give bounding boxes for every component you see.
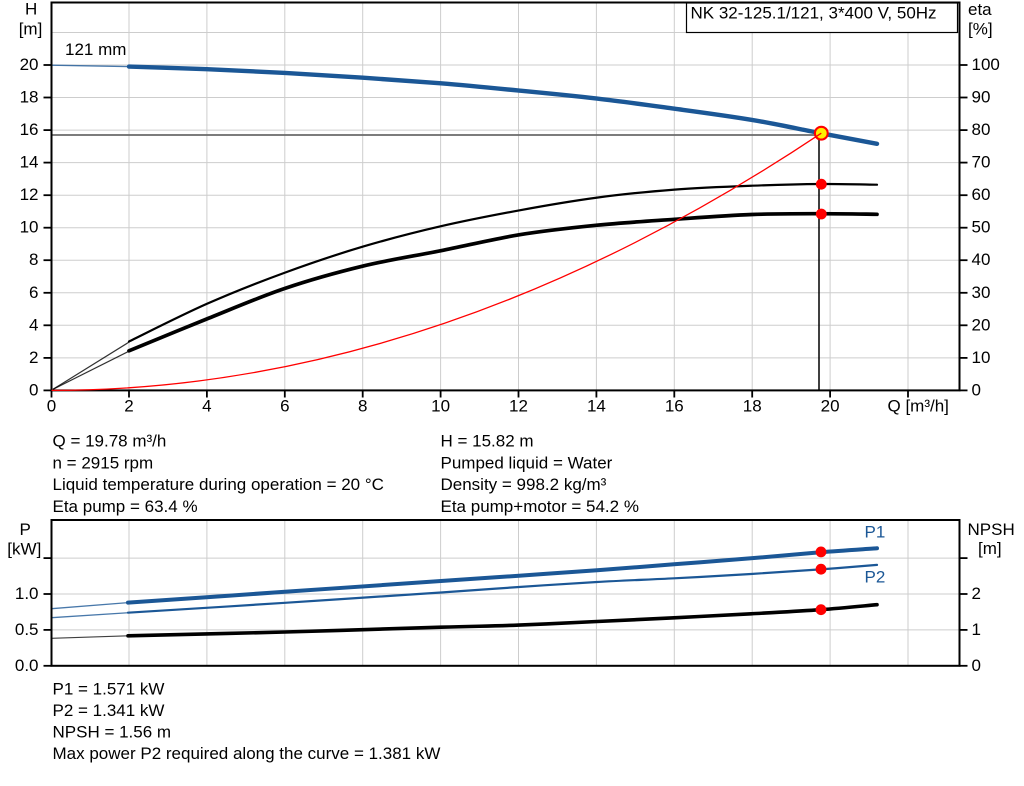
svg-text:H: H: [25, 0, 37, 18]
svg-text:NPSH: NPSH: [968, 520, 1015, 539]
svg-text:[m]: [m]: [978, 539, 1002, 558]
svg-text:Liquid temperature during oper: Liquid temperature during operation = 20…: [53, 475, 384, 494]
svg-text:NPSH = 1.56 m: NPSH = 1.56 m: [53, 723, 172, 742]
svg-text:P1: P1: [865, 522, 886, 541]
svg-text:12: 12: [509, 397, 528, 416]
svg-text:14: 14: [20, 153, 39, 172]
svg-text:0: 0: [29, 380, 38, 399]
svg-text:20: 20: [821, 397, 840, 416]
svg-text:20: 20: [20, 55, 39, 74]
svg-text:n = 2915 rpm: n = 2915 rpm: [53, 453, 154, 472]
svg-text:16: 16: [665, 397, 684, 416]
svg-text:18: 18: [20, 88, 39, 107]
svg-text:90: 90: [972, 88, 991, 107]
svg-text:4: 4: [202, 397, 211, 416]
svg-text:P2: P2: [865, 567, 886, 586]
svg-text:18: 18: [743, 397, 762, 416]
svg-text:12: 12: [20, 185, 39, 204]
svg-text:Max power P2 required along th: Max power P2 required along the curve = …: [53, 744, 441, 763]
svg-text:121 mm: 121 mm: [65, 40, 126, 59]
svg-text:Q [m³/h]: Q [m³/h]: [888, 397, 949, 416]
svg-text:20: 20: [972, 315, 991, 334]
svg-text:1.0: 1.0: [15, 584, 39, 603]
svg-text:16: 16: [20, 120, 39, 139]
svg-text:70: 70: [972, 153, 991, 172]
svg-text:2: 2: [972, 584, 981, 603]
svg-text:10: 10: [431, 397, 450, 416]
svg-text:0: 0: [47, 397, 56, 416]
svg-text:60: 60: [972, 185, 991, 204]
svg-text:2: 2: [124, 397, 133, 416]
svg-text:[%]: [%]: [968, 20, 993, 39]
svg-text:8: 8: [358, 397, 367, 416]
svg-text:[kW]: [kW]: [7, 539, 41, 558]
svg-text:Pumped liquid = Water: Pumped liquid = Water: [441, 453, 613, 472]
svg-text:0.5: 0.5: [15, 620, 39, 639]
svg-text:eta: eta: [968, 0, 992, 19]
svg-text:6: 6: [280, 397, 289, 416]
svg-text:40: 40: [972, 250, 991, 269]
svg-text:1: 1: [972, 620, 981, 639]
svg-text:Density = 998.2 kg/m³: Density = 998.2 kg/m³: [441, 475, 607, 494]
svg-text:80: 80: [972, 120, 991, 139]
svg-text:4: 4: [29, 315, 38, 334]
svg-text:2: 2: [29, 348, 38, 367]
svg-text:Eta pump = 63.4 %: Eta pump = 63.4 %: [53, 497, 198, 516]
svg-text:30: 30: [972, 283, 991, 302]
svg-text:10: 10: [972, 348, 991, 367]
svg-text:H = 15.82 m: H = 15.82 m: [441, 432, 534, 451]
svg-text:[m]: [m]: [19, 20, 43, 39]
svg-text:Q = 19.78 m³/h: Q = 19.78 m³/h: [53, 432, 167, 451]
svg-text:P: P: [20, 520, 31, 539]
svg-text:P1 = 1.571 kW: P1 = 1.571 kW: [53, 679, 165, 698]
svg-text:0: 0: [972, 656, 981, 675]
svg-text:8: 8: [29, 250, 38, 269]
svg-text:6: 6: [29, 283, 38, 302]
svg-text:100: 100: [972, 55, 1000, 74]
svg-text:50: 50: [972, 218, 991, 237]
svg-text:NK 32-125.1/121, 3*400 V, 50Hz: NK 32-125.1/121, 3*400 V, 50Hz: [691, 4, 937, 23]
svg-text:14: 14: [587, 397, 606, 416]
svg-text:0: 0: [972, 380, 981, 399]
svg-text:0.0: 0.0: [15, 656, 39, 675]
svg-text:10: 10: [20, 218, 39, 237]
svg-text:P2 = 1.341 kW: P2 = 1.341 kW: [53, 701, 165, 720]
svg-text:Eta pump+motor = 54.2 %: Eta pump+motor = 54.2 %: [441, 497, 639, 516]
